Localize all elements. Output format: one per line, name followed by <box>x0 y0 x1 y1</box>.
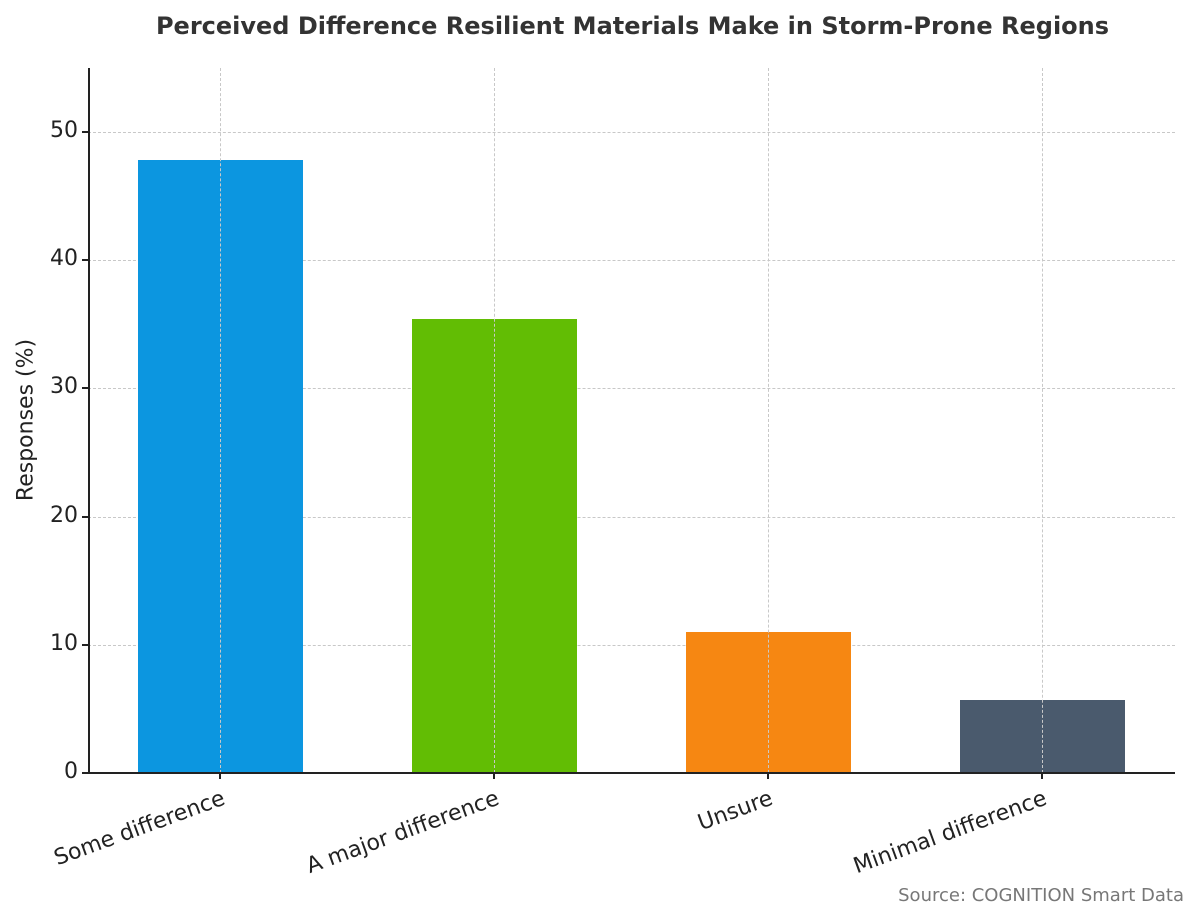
y-tick-label: 10 <box>50 630 78 656</box>
y-tick-label: 40 <box>50 246 78 272</box>
h-gridline <box>88 644 1175 646</box>
y-tick-label: 0 <box>64 759 78 784</box>
y-tick-label: 50 <box>50 118 78 144</box>
v-gridline <box>1042 68 1043 773</box>
x-tick-label: Unsure <box>694 786 777 837</box>
y-tick-label: 20 <box>50 502 78 528</box>
y-tick-label: 30 <box>50 374 78 400</box>
x-tick-mark <box>767 773 769 779</box>
h-gridline <box>88 260 1175 262</box>
v-gridline <box>220 68 221 773</box>
y-axis-label: Responses (%) <box>13 338 39 502</box>
h-gridline <box>88 132 1175 134</box>
x-tick-mark <box>493 773 495 779</box>
chart-title: Perceived Difference Resilient Materials… <box>155 12 1110 40</box>
x-tick-mark <box>219 773 221 779</box>
h-gridline <box>88 516 1175 518</box>
y-tick-mark <box>82 643 88 646</box>
h-gridline <box>88 388 1175 390</box>
plot-area <box>88 68 1175 773</box>
source-note: Source: COGNITION Smart Data <box>898 885 1184 906</box>
v-gridline <box>494 68 495 773</box>
x-tick-label: A major difference <box>303 786 503 879</box>
y-tick-mark <box>82 131 88 134</box>
v-gridline <box>768 68 769 773</box>
y-tick-mark <box>82 515 88 518</box>
y-tick-mark <box>82 772 88 774</box>
y-tick-mark <box>82 387 88 390</box>
x-tick-mark <box>1041 773 1043 779</box>
x-tick-label: Minimal difference <box>850 786 1051 880</box>
x-axis-line <box>88 772 1175 774</box>
y-axis-line <box>88 68 90 774</box>
x-tick-label: Some difference <box>50 786 229 871</box>
y-tick-mark <box>82 259 88 262</box>
